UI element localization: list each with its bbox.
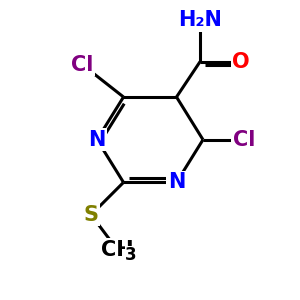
Text: CH: CH (101, 240, 134, 260)
Text: Cl: Cl (71, 55, 94, 75)
Text: N: N (168, 172, 185, 192)
Text: S: S (84, 205, 99, 225)
Text: H₂N: H₂N (178, 11, 222, 30)
Text: N: N (88, 130, 106, 150)
Text: Cl: Cl (233, 130, 255, 150)
Text: O: O (232, 52, 250, 72)
Text: 3: 3 (125, 246, 137, 264)
